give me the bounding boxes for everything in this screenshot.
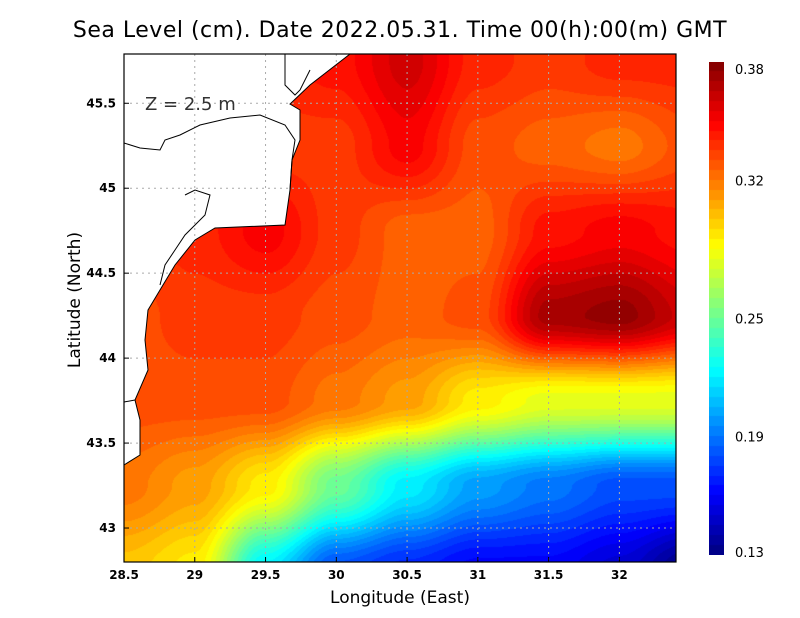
plot-frame	[123, 53, 677, 563]
x-tick-label: 29.5	[251, 568, 281, 582]
y-tick-label: 43.5	[86, 436, 116, 450]
colorbar-tick-label: 0.19	[735, 431, 764, 446]
colorbar	[709, 62, 724, 555]
x-tick-label: 32	[611, 568, 628, 582]
colorbar-ticks: 0.38 0.32 0.25 0.19 0.13	[735, 63, 764, 561]
y-tick-label: 43	[99, 521, 116, 535]
colorbar-tick-label: 0.32	[735, 174, 764, 189]
colorbar-tick-label: 0.13	[735, 546, 764, 561]
x-ticks: 28.5 29 29.5 30 30.5 31 31.5 32	[109, 557, 628, 582]
x-tick-label: 30	[328, 568, 345, 582]
coastline	[123, 53, 351, 466]
x-tick-label: 30.5	[392, 568, 422, 582]
x-tick-label: 31	[469, 568, 486, 582]
colorbar-tick-label: 0.38	[735, 63, 764, 78]
y-axis-label: Latitude (North)	[65, 231, 85, 369]
y-tick-label: 45.5	[86, 96, 116, 110]
x-tick-label: 31.5	[534, 568, 564, 582]
y-ticks: 43 43.5 44 44.5 45 45.5	[86, 96, 129, 535]
y-tick-label: 44.5	[86, 266, 116, 280]
colorbar-tick-label: 0.25	[735, 312, 764, 327]
chart-title: Sea Level (cm). Date 2022.05.31. Time 00…	[72, 18, 728, 43]
x-tick-label: 28.5	[109, 568, 139, 582]
grid-lines	[124, 54, 676, 562]
x-axis-label: Longitude (East)	[330, 588, 470, 608]
y-tick-label: 45	[99, 181, 116, 195]
x-tick-label: 29	[186, 568, 203, 582]
depth-annotation: Z = 2.5 m	[145, 94, 236, 115]
land-mask	[124, 54, 350, 465]
y-tick-label: 44	[99, 351, 116, 365]
